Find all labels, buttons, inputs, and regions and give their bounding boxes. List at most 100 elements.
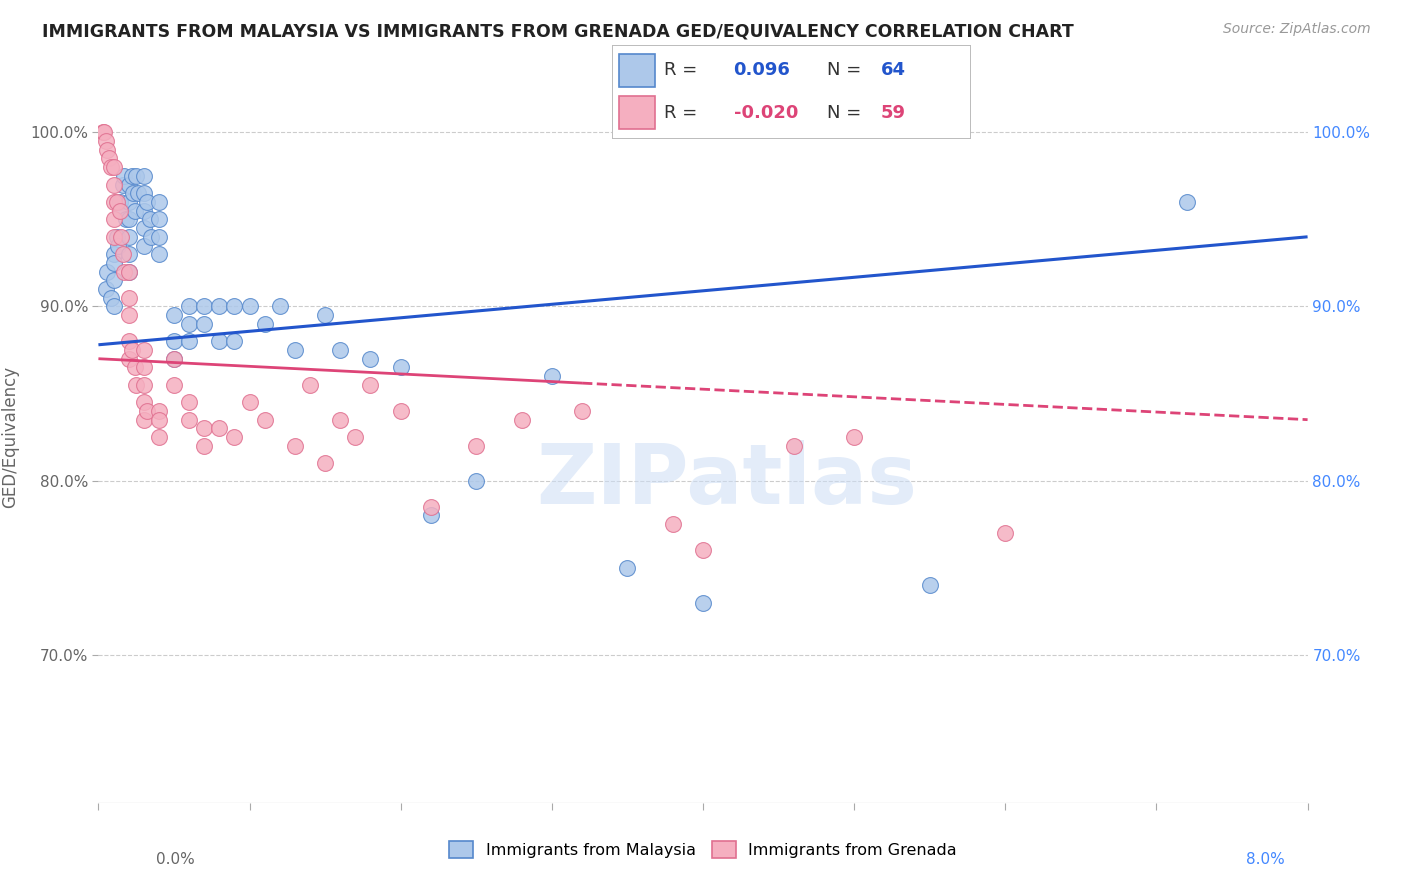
Point <box>179 334 201 349</box>
Point <box>465 474 488 488</box>
Text: -0.020: -0.020 <box>734 103 797 121</box>
Point <box>193 317 215 331</box>
Point <box>510 412 533 426</box>
Point <box>163 308 186 322</box>
Point <box>94 282 117 296</box>
Point <box>132 186 155 201</box>
Point <box>163 351 186 366</box>
Point <box>132 221 155 235</box>
Point <box>118 351 141 366</box>
Point <box>329 412 352 426</box>
Point <box>692 595 714 609</box>
Point <box>118 178 141 192</box>
Point <box>148 412 170 426</box>
Point <box>692 543 714 558</box>
Text: IMMIGRANTS FROM MALAYSIA VS IMMIGRANTS FROM GRENADA GED/EQUIVALENCY CORRELATION : IMMIGRANTS FROM MALAYSIA VS IMMIGRANTS F… <box>42 22 1074 40</box>
Point <box>193 300 215 314</box>
Point <box>571 404 593 418</box>
Point <box>96 265 118 279</box>
Point <box>98 152 121 166</box>
Point <box>420 500 443 514</box>
Text: 0.0%: 0.0% <box>156 852 195 867</box>
Point <box>103 160 125 174</box>
Point <box>107 238 129 252</box>
Point <box>118 265 141 279</box>
Point <box>141 229 163 244</box>
Point <box>540 369 562 384</box>
Text: R =: R = <box>664 62 697 79</box>
Point <box>100 291 122 305</box>
Point <box>132 360 155 375</box>
Point <box>465 439 488 453</box>
Point <box>139 212 162 227</box>
Point <box>124 203 146 218</box>
Point <box>179 300 201 314</box>
Point <box>844 430 866 444</box>
Point <box>100 160 122 174</box>
Point <box>135 194 157 209</box>
Point <box>118 229 141 244</box>
Point <box>105 229 128 244</box>
Point <box>148 430 170 444</box>
Point <box>118 194 141 209</box>
Point <box>284 439 307 453</box>
Point <box>118 265 141 279</box>
Point <box>616 560 638 574</box>
Point <box>299 377 322 392</box>
Point <box>118 247 141 261</box>
Point <box>389 360 412 375</box>
Point <box>132 343 155 357</box>
Text: Source: ZipAtlas.com: Source: ZipAtlas.com <box>1223 22 1371 37</box>
Text: 8.0%: 8.0% <box>1246 852 1285 867</box>
Point <box>253 412 276 426</box>
Point <box>108 194 131 209</box>
Point <box>103 212 125 227</box>
Point <box>224 334 246 349</box>
Point <box>360 351 382 366</box>
Point <box>994 525 1017 540</box>
Y-axis label: GED/Equivalency: GED/Equivalency <box>1 366 18 508</box>
Point <box>111 247 134 261</box>
Point <box>96 143 118 157</box>
Text: R =: R = <box>664 103 697 121</box>
Point <box>121 169 143 183</box>
Point <box>114 212 136 227</box>
Point <box>127 186 149 201</box>
Point <box>135 404 157 418</box>
Point <box>112 169 135 183</box>
Point <box>389 404 412 418</box>
Point <box>103 247 125 261</box>
Text: N =: N = <box>827 62 860 79</box>
Point <box>148 404 170 418</box>
Point <box>329 343 352 357</box>
Point <box>118 334 141 349</box>
Point <box>163 351 186 366</box>
Point <box>783 439 806 453</box>
Point <box>103 300 125 314</box>
Point <box>112 265 135 279</box>
Point <box>105 194 128 209</box>
Point <box>111 178 134 192</box>
Text: ZIPatlas: ZIPatlas <box>537 441 918 522</box>
Point <box>103 229 125 244</box>
Point <box>110 229 132 244</box>
Point <box>314 308 336 322</box>
Point <box>118 291 141 305</box>
Point <box>208 334 231 349</box>
Point <box>253 317 276 331</box>
Point <box>163 377 186 392</box>
Text: 64: 64 <box>880 62 905 79</box>
Point <box>103 273 125 287</box>
FancyBboxPatch shape <box>619 54 655 87</box>
Point <box>94 134 117 148</box>
Point <box>208 421 231 435</box>
FancyBboxPatch shape <box>619 96 655 129</box>
Point <box>122 186 145 201</box>
Point <box>103 256 125 270</box>
Point <box>360 377 382 392</box>
Point <box>124 360 146 375</box>
Point <box>110 203 132 218</box>
Point <box>284 343 307 357</box>
Point <box>269 300 291 314</box>
Point <box>314 456 336 470</box>
